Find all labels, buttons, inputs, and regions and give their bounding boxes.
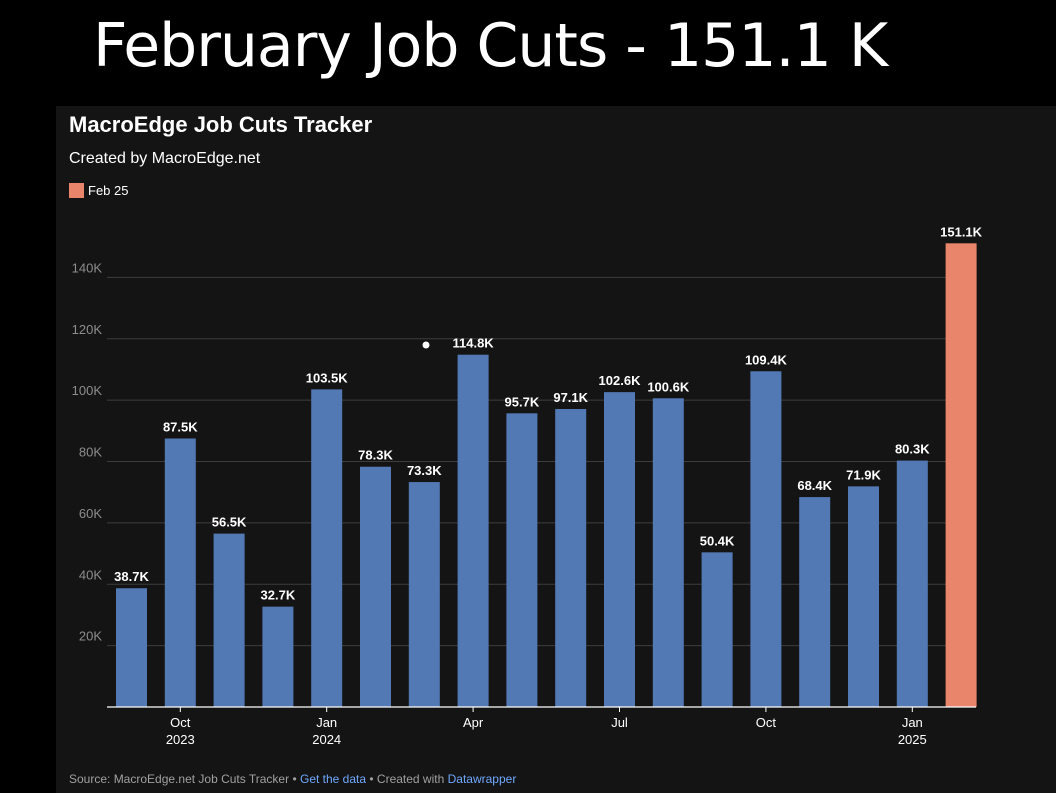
y-tick-label: 20K: [79, 629, 102, 644]
bar-value-label: 38.7K: [114, 569, 149, 584]
legend-swatch: [69, 183, 84, 198]
bar-value-label: 109.4K: [745, 352, 788, 367]
bar-value-label: 103.5K: [306, 370, 349, 385]
bar: [262, 606, 294, 707]
value-labels: 38.7K 87.5K 56.5K 32.7K 103.5K 78.3K 73.3K 114.…: [114, 224, 983, 602]
x-tick-year-label: 2023: [166, 732, 195, 747]
bar-value-label: 151.1K: [940, 224, 983, 239]
x-tick-label: Jul: [611, 715, 628, 730]
annotation-dot: [422, 341, 430, 349]
bar: [408, 482, 440, 707]
bar: [604, 392, 635, 707]
bar-value-label: 68.4K: [797, 478, 832, 493]
bar-value-label: 114.8K: [452, 336, 494, 351]
x-tick-year-label: 2025: [898, 732, 927, 747]
y-tick-label: 140K: [72, 260, 103, 275]
grid-lines: 20K 40K 60K 80K 100K 120K 140K: [72, 260, 976, 647]
bar: [555, 409, 587, 707]
y-tick-label: 40K: [79, 567, 102, 582]
bar-value-label: 78.3K: [358, 448, 393, 463]
bar-value-label: 71.9K: [846, 467, 881, 482]
x-tick-label: Jan: [316, 715, 337, 730]
datawrapper-link[interactable]: Datawrapper: [447, 772, 517, 786]
chart-title: MacroEdge Job Cuts Tracker: [69, 112, 373, 137]
bar: [506, 413, 538, 707]
legend-label: Feb 25: [88, 183, 129, 198]
page-headline: February Job Cuts - 151.1 K: [93, 11, 888, 81]
bar-value-label: 73.3K: [407, 463, 442, 478]
bar: [848, 486, 879, 707]
bar: [701, 552, 733, 707]
get-the-data-link[interactable]: Get the data: [299, 772, 367, 786]
bar: [457, 354, 489, 707]
bar-value-label: 50.4K: [700, 533, 735, 548]
chart-legend: Feb 25: [69, 183, 128, 198]
bar-value-label: 100.6K: [647, 379, 690, 394]
bar-value-label: 102.6K: [599, 373, 642, 388]
y-tick-label: 80K: [79, 445, 102, 460]
bar-chart: 20K 40K 60K 80K 100K 120K 140K 38.7K 87.5K 56.5K…: [72, 224, 983, 747]
y-tick-label: 60K: [79, 506, 102, 521]
bar-value-label: 87.5K: [163, 419, 198, 434]
x-tick-label: Apr: [463, 715, 484, 730]
axes: Oct 2023 Jan 2024 Apr Jul Oct Jan 2025: [107, 706, 976, 747]
chart-footer: Source: MacroEdge.net Job Cuts Tracker •…: [69, 772, 516, 786]
bar-value-label: 97.1K: [553, 390, 588, 405]
x-tick-year-label: 2024: [312, 732, 341, 747]
x-tick-label: Jan: [902, 715, 923, 730]
bar: [945, 243, 977, 707]
footer-created-with: • Created with: [366, 772, 448, 786]
bars: [116, 243, 977, 707]
y-tick-label: 100K: [72, 383, 103, 398]
bar: [750, 371, 782, 707]
bar: [311, 389, 343, 707]
footer-source: Source: MacroEdge.net Job Cuts Tracker: [69, 772, 290, 786]
bar-value-label: 56.5K: [212, 515, 247, 530]
bar: [799, 497, 831, 707]
bar-value-label: 95.7K: [505, 394, 540, 409]
bar: [213, 533, 245, 707]
x-tick-label: Oct: [170, 715, 191, 730]
bar-value-label: 80.3K: [895, 442, 930, 457]
x-tick-label: Oct: [756, 715, 777, 730]
footer-separator: •: [289, 772, 300, 786]
bar: [116, 588, 147, 707]
chart-subtitle: Created by MacroEdge.net: [69, 150, 261, 167]
bar: [652, 398, 684, 707]
y-tick-label: 120K: [72, 322, 103, 337]
bar: [896, 460, 928, 707]
bar-value-label: 32.7K: [261, 588, 296, 603]
chart-panel: MacroEdge Job Cuts Tracker Created by Ma…: [56, 106, 1056, 793]
bar: [164, 438, 196, 707]
bar: [360, 466, 391, 707]
